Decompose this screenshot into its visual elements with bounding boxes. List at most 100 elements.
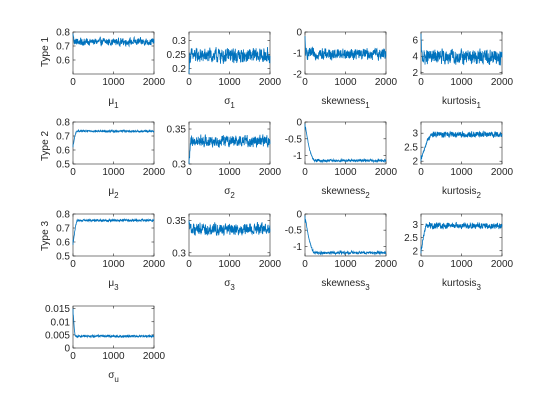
x-tick-label: 0 bbox=[70, 167, 76, 178]
x-tick-label: 2000 bbox=[491, 259, 514, 270]
y-tick-label: 0.7 bbox=[56, 224, 70, 235]
x-axis-label-main: σ bbox=[224, 278, 231, 289]
row-label-type-1: Type 1 bbox=[40, 37, 51, 67]
x-tick-label: 1000 bbox=[334, 77, 357, 88]
x-tick-label: 0 bbox=[186, 167, 192, 178]
x-tick-label: 2000 bbox=[491, 77, 514, 88]
x-tick-label: 0 bbox=[186, 77, 192, 88]
x-axis-label-subscript: 2 bbox=[365, 191, 370, 200]
y-tick-label: 0.8 bbox=[56, 28, 70, 39]
series-line bbox=[188, 134, 271, 165]
y-tick-label: -2 bbox=[293, 70, 302, 81]
x-axis-label-subscript: 1 bbox=[365, 101, 370, 110]
plot-area bbox=[420, 213, 503, 257]
x-tick-label: 1000 bbox=[102, 351, 125, 362]
x-tick-label: 2000 bbox=[375, 259, 398, 270]
y-tick-label: -1 bbox=[293, 242, 302, 253]
series-line bbox=[72, 129, 155, 148]
x-axis-label-main: σ bbox=[224, 96, 231, 107]
x-axis-label: skewness1 bbox=[321, 96, 370, 110]
x-tick-label: 1000 bbox=[102, 167, 125, 178]
subplot-sigma1: 0 1000 2000 0.2 0.25 0.3 σ1 bbox=[167, 31, 282, 110]
x-axis-label-main: kurtosis bbox=[442, 278, 476, 289]
x-tick-label: 2000 bbox=[259, 77, 282, 88]
subplot-mu3: 0 1000 2000 0.5 0.6 0.7 0.8 μ3 bbox=[56, 210, 165, 293]
x-axis-label-subscript: 3 bbox=[477, 283, 482, 292]
x-tick-label: 2000 bbox=[375, 77, 398, 88]
subplot-skew2: 0 1000 2000 -1 -0.5 0 skewness2 bbox=[285, 118, 398, 201]
subplot-sigma3: 0 1000 2000 0.3 0.35 σ3 bbox=[167, 213, 282, 292]
x-tick-label: 0 bbox=[70, 77, 76, 88]
y-tick-label: 0 bbox=[296, 210, 302, 221]
x-axis-label-main: skewness bbox=[321, 96, 365, 107]
y-tick-label: 0.8 bbox=[56, 210, 70, 221]
y-tick-label: 0.3 bbox=[172, 248, 186, 259]
y-tick-label: -0.5 bbox=[285, 226, 303, 237]
x-axis-label-main: μ bbox=[108, 186, 114, 197]
x-axis-label-main: σ bbox=[108, 370, 115, 381]
x-tick-label: 2000 bbox=[143, 77, 166, 88]
series-line bbox=[304, 215, 387, 256]
x-axis-label-subscript: 2 bbox=[114, 191, 119, 200]
subplot-sigma2: 0 1000 2000 0.3 0.35 σ2 bbox=[167, 121, 282, 200]
y-tick-label: 0.3 bbox=[172, 36, 186, 47]
y-tick-label: 0 bbox=[64, 344, 70, 355]
y-tick-label: 4 bbox=[412, 52, 418, 63]
x-tick-label: 1000 bbox=[102, 259, 125, 270]
plot-area bbox=[72, 31, 155, 75]
series-line bbox=[304, 123, 387, 164]
x-axis-label-main: kurtosis bbox=[442, 96, 476, 107]
y-tick-label: 2.5 bbox=[404, 143, 418, 154]
x-tick-label: 0 bbox=[302, 77, 308, 88]
x-axis-label-main: μ bbox=[108, 278, 114, 289]
y-tick-label: 0.5 bbox=[56, 252, 70, 263]
x-tick-label: 2000 bbox=[491, 167, 514, 178]
series-line bbox=[188, 220, 271, 236]
x-axis-label-subscript: 1 bbox=[114, 101, 119, 110]
x-tick-label: 0 bbox=[302, 259, 308, 270]
y-tick-label: 0.6 bbox=[56, 146, 70, 157]
plot-area bbox=[72, 305, 155, 349]
x-axis-label: kurtosis3 bbox=[442, 278, 481, 292]
x-tick-label: 0 bbox=[418, 167, 424, 178]
x-axis-label-main: skewness bbox=[321, 278, 365, 289]
subplot-mu2: 0 1000 2000 0.5 0.6 0.7 0.8 μ2 bbox=[56, 118, 165, 201]
series-line bbox=[72, 33, 155, 48]
x-axis-label-subscript: 1 bbox=[230, 101, 235, 110]
series-line bbox=[72, 308, 155, 339]
x-axis-label: skewness2 bbox=[321, 186, 370, 200]
y-tick-label: 0.015 bbox=[45, 304, 70, 315]
x-tick-label: 1000 bbox=[334, 167, 357, 178]
y-tick-label: 2.5 bbox=[404, 233, 418, 244]
x-tick-label: 1000 bbox=[334, 259, 357, 270]
x-tick-label: 0 bbox=[418, 259, 424, 270]
x-tick-label: 1000 bbox=[450, 77, 473, 88]
y-tick-label: 0.6 bbox=[56, 56, 70, 67]
y-tick-label: -0.5 bbox=[285, 134, 303, 145]
x-axis-label: kurtosis2 bbox=[442, 186, 481, 200]
y-tick-label: 0 bbox=[296, 28, 302, 39]
x-axis-label-subscript: 2 bbox=[477, 191, 482, 200]
subplot-mu1: 0 1000 2000 0.6 0.7 0.8 μ1 bbox=[56, 28, 165, 111]
series-line bbox=[420, 221, 503, 254]
plot-area bbox=[304, 213, 387, 257]
x-tick-label: 1000 bbox=[218, 167, 241, 178]
x-tick-label: 1000 bbox=[102, 77, 125, 88]
x-axis-label-subscript: 3 bbox=[365, 283, 370, 292]
subplot-skew1: 0 1000 2000 -2 -1 0 skewness1 bbox=[293, 28, 397, 111]
y-tick-label: 0.6 bbox=[56, 238, 70, 249]
y-tick-label: 0.8 bbox=[56, 118, 70, 129]
y-tick-label: 0.35 bbox=[167, 216, 187, 227]
x-tick-label: 2000 bbox=[143, 259, 166, 270]
subplot-kurt1: 0 1000 2000 2 4 6 kurtosis1 bbox=[412, 31, 514, 110]
y-tick-label: 2 bbox=[412, 68, 418, 79]
row-label-type-3: Type 3 bbox=[40, 221, 51, 251]
x-axis-label-main: σ bbox=[224, 186, 231, 197]
y-tick-label: 0.5 bbox=[56, 160, 70, 171]
x-axis-label-main: skewness bbox=[321, 186, 365, 197]
x-axis-label: skewness3 bbox=[321, 278, 370, 292]
y-tick-label: 0.005 bbox=[45, 330, 70, 341]
